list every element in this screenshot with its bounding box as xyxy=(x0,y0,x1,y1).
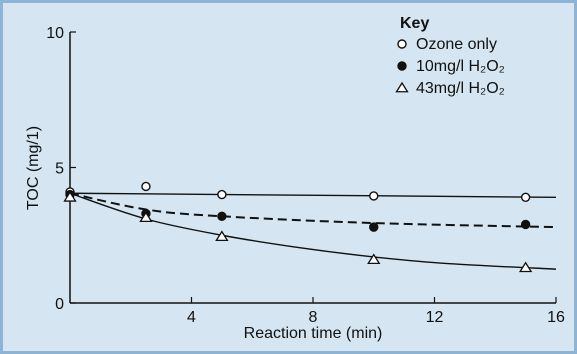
point-ozone-only xyxy=(217,189,227,200)
x-tick-label: 16 xyxy=(547,309,565,326)
point-10mg-l-h-o xyxy=(217,211,227,221)
series-line-10mg-l-h-o xyxy=(69,192,557,229)
legend-marker-43mg-l-h-o xyxy=(395,81,409,93)
point-43mg-l-h-o xyxy=(367,253,381,265)
legend-label-43mg-l-h-o: 43mg/l H₂O₂ xyxy=(416,80,505,97)
legend-marker-ozone-only xyxy=(397,39,407,49)
x-tick-label: 8 xyxy=(309,309,318,326)
x-tick-label: 12 xyxy=(426,309,444,326)
point-43mg-l-h-o xyxy=(139,211,153,223)
legend-label-10mg-l-h-o: 10mg/l H₂O₂ xyxy=(416,58,505,75)
fit-lines xyxy=(69,192,557,270)
series-line-43mg-l-h-o xyxy=(69,192,557,270)
legend-label-ozone-only: Ozone only xyxy=(416,36,497,53)
y-axis-label: TOC (mg/1) xyxy=(25,126,42,210)
point-43mg-l-h-o xyxy=(518,261,533,273)
point-ozone-only xyxy=(369,191,379,201)
data-points xyxy=(63,181,533,273)
point-ozone-only xyxy=(520,192,531,203)
point-10mg-l-h-o xyxy=(520,219,531,230)
point-10mg-l-h-o xyxy=(369,222,379,232)
x-tick-label: 4 xyxy=(187,309,196,326)
y-tick-label: 10 xyxy=(46,25,64,42)
point-ozone-only xyxy=(141,181,151,192)
series-line-ozone-only xyxy=(69,192,557,199)
y-tick-label: 5 xyxy=(55,161,64,178)
point-43mg-l-h-o xyxy=(215,230,229,242)
legend-marker-10mg-l-h-o xyxy=(397,61,407,71)
legend: Key Ozone only 10mg/l H₂O₂ 43mg/l H₂O₂ xyxy=(395,15,505,97)
legend-title: Key xyxy=(400,15,429,32)
ticks: 4 8 12 16 0 5 10 xyxy=(46,25,565,326)
point-43mg-l-h-o xyxy=(63,191,77,202)
y-tick-label: 0 xyxy=(55,296,64,313)
x-axis-label: Reaction time (min) xyxy=(244,325,383,342)
